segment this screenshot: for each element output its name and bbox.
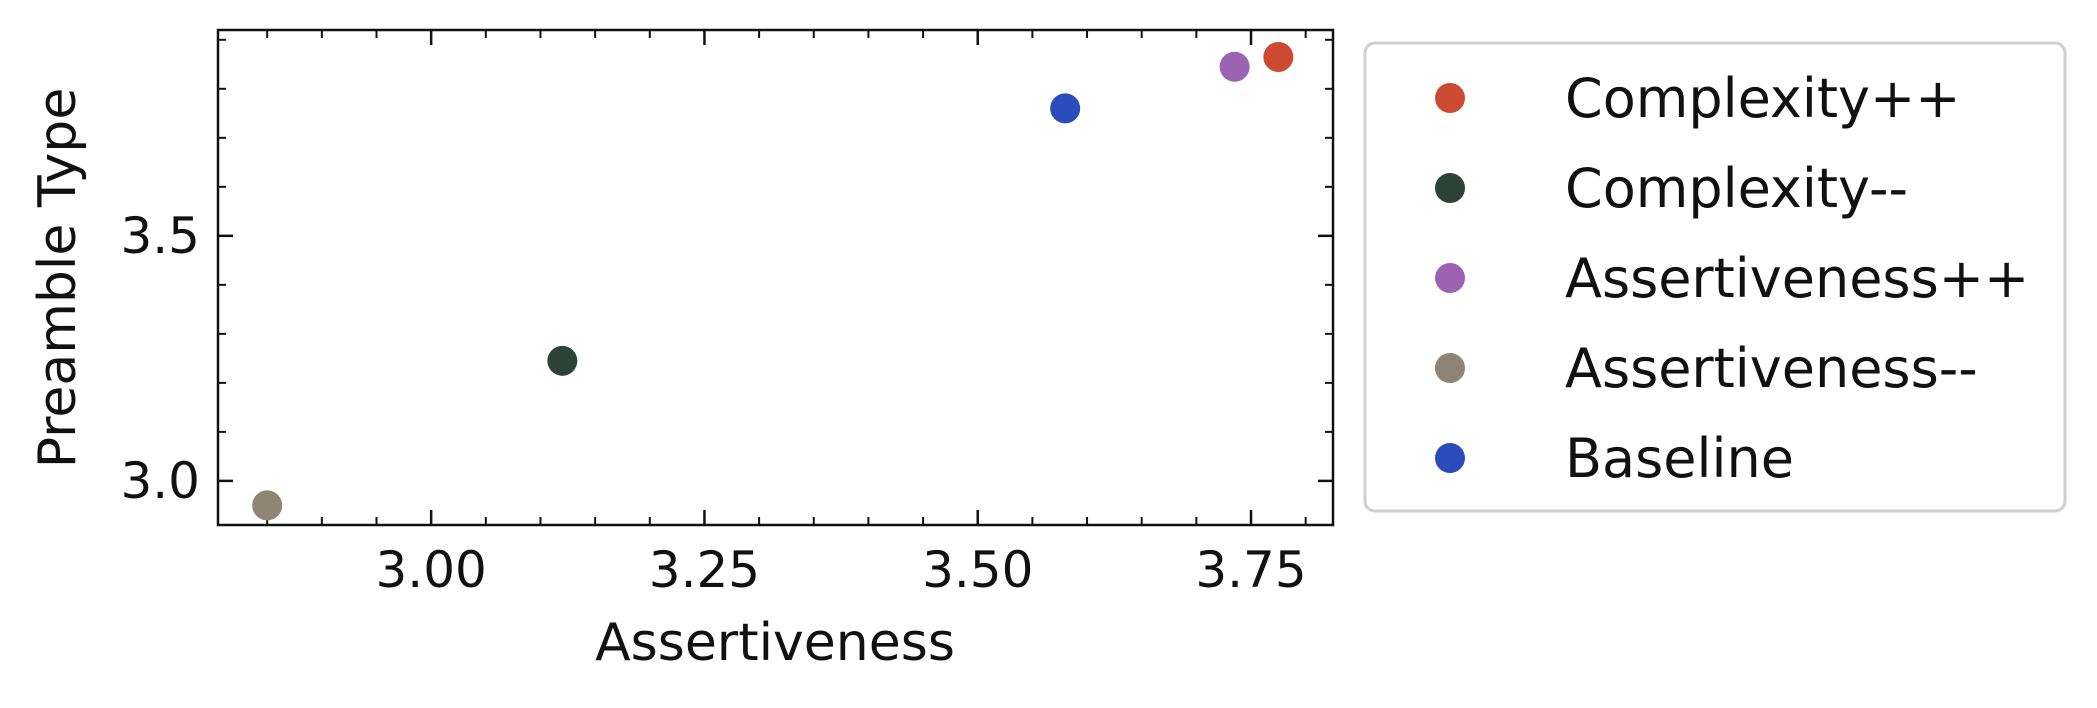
x-tick-label: 3.50: [922, 541, 1033, 599]
legend-marker-complexity-minus: [1435, 173, 1465, 203]
x-tick-label: 3.00: [375, 541, 486, 599]
legend-marker-assertiveness-plus: [1435, 263, 1465, 293]
legend-label-complexity-minus: Complexity--: [1565, 157, 1908, 220]
legend-frame: [1363, 41, 2067, 513]
legend-label-assertiveness-plus: Assertiveness++: [1565, 247, 2029, 310]
legend-marker-assertiveness-minus: [1435, 353, 1465, 383]
legend: Complexity++ Complexity-- Assertiveness++ A…: [1363, 41, 2067, 513]
data-point-assertiveness-plus: [1219, 51, 1250, 82]
legend-label-baseline: Baseline: [1565, 427, 1794, 490]
y-tick-label: 3.5: [120, 207, 200, 265]
y-axis-title: Preamble Type: [28, 88, 88, 469]
plot-frame: [216, 28, 1335, 527]
data-point-complexity-minus: [547, 345, 578, 376]
data-point-complexity-plus: [1263, 41, 1294, 72]
y-tick-label: 3.0: [120, 452, 200, 510]
x-tick-label: 3.75: [1195, 541, 1306, 599]
legend-items: Complexity++ Complexity-- Assertiveness++ A…: [1435, 67, 2029, 490]
legend-label-assertiveness-minus: Assertiveness--: [1565, 337, 1978, 400]
data-point-assertiveness-minus: [252, 490, 283, 521]
legend-label-complexity-plus: Complexity++: [1565, 67, 1960, 130]
data-point-baseline: [1050, 93, 1081, 124]
ticks-layer: 3.00 3.25 3.50 3.75 3.0 3.5: [120, 30, 1333, 599]
legend-marker-complexity-plus: [1435, 83, 1465, 113]
points-layer: [252, 41, 1294, 521]
legend-marker-baseline: [1435, 443, 1465, 473]
x-axis-title: Assertiveness: [595, 613, 955, 673]
x-tick-label: 3.25: [649, 541, 760, 599]
